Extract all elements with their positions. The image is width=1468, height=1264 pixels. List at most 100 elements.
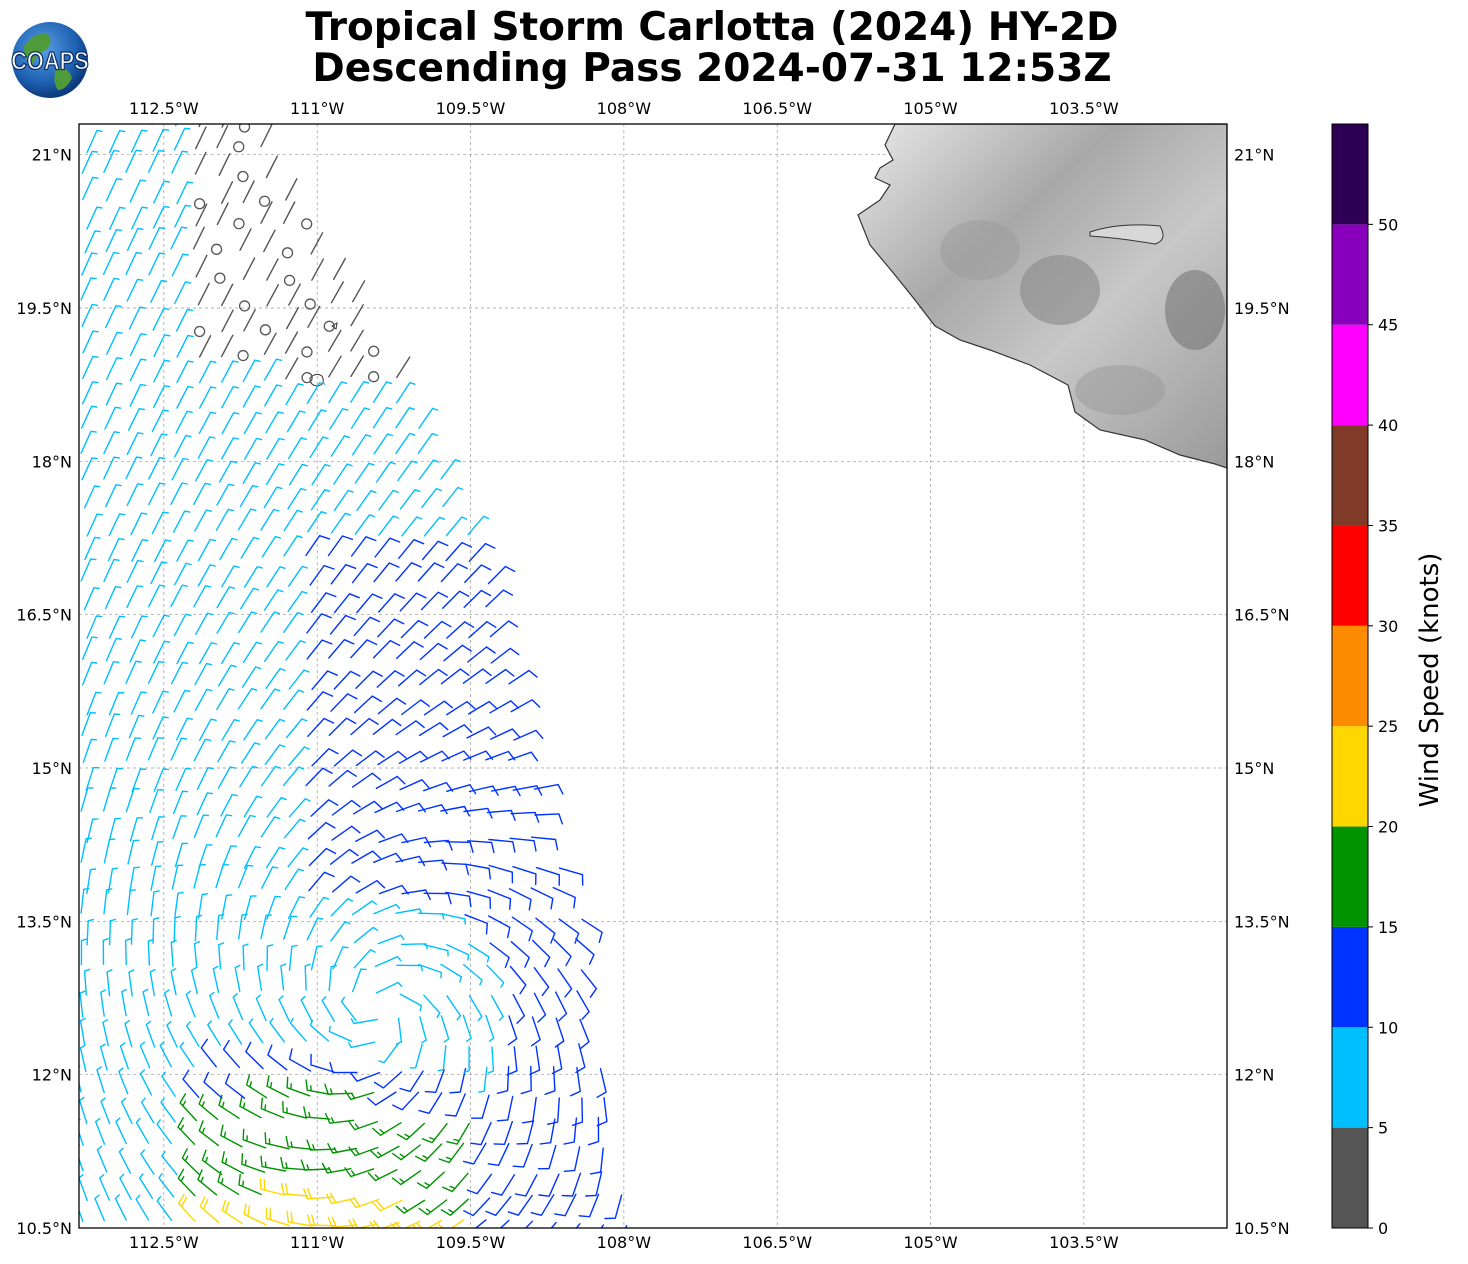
wind-barb [399, 993, 422, 1012]
wind-barb [440, 563, 468, 583]
wind-barb [103, 838, 116, 864]
wind-barb [263, 332, 277, 355]
wind-barb [377, 750, 407, 766]
wind-barb [198, 844, 213, 869]
wind-barb [485, 668, 515, 684]
wind-barb [245, 1074, 268, 1099]
wind-barb [209, 991, 220, 1019]
wind-barb [434, 1219, 465, 1228]
wind-barb [194, 151, 207, 175]
wind-barb [418, 407, 439, 429]
wind-barb [576, 990, 590, 1020]
lat-tick-label-right: 19.5°N [1234, 299, 1290, 318]
wind-barb [108, 130, 126, 154]
wind-barb [99, 1174, 111, 1201]
wind-barb [352, 968, 367, 993]
wind-barb [396, 1122, 425, 1141]
wind-barb [198, 124, 202, 128]
wind-barb [242, 180, 255, 204]
wind-barb [197, 564, 216, 587]
lon-tick-label-top: 103.5°W [1049, 99, 1119, 118]
calm-circle [258, 195, 271, 207]
wind-barb [260, 816, 281, 838]
wind-barb [311, 748, 339, 767]
wind-barb [148, 226, 166, 250]
calm-circle [281, 247, 294, 259]
lat-tick-label-left: 13.5°N [16, 912, 72, 931]
wind-barb [286, 306, 299, 330]
wind-barb [228, 1019, 243, 1045]
wind-barb [80, 787, 94, 812]
wind-barb [464, 863, 491, 880]
wind-barb [105, 305, 122, 329]
wind-barb [260, 124, 273, 148]
wind-barb [310, 232, 324, 255]
wind-barb [150, 561, 168, 585]
wind-barb [376, 670, 405, 688]
wind-barb [442, 1172, 469, 1193]
wind-barb [264, 1132, 290, 1150]
wind-barb [419, 1016, 427, 1044]
wind-barb [82, 355, 99, 379]
wind-barb [240, 587, 260, 610]
wind-barb [417, 432, 438, 454]
wind-barb [563, 1117, 578, 1145]
wind-barb [130, 918, 138, 945]
wind-barb [347, 1120, 379, 1131]
wind-barb [174, 562, 192, 586]
wind-barb [400, 619, 429, 639]
calm-circle [210, 243, 223, 255]
calm-circle [283, 274, 296, 287]
wind-barb [185, 990, 196, 1018]
wind-barb [174, 434, 192, 458]
wind-barb [356, 593, 383, 614]
wind-barb [463, 1046, 470, 1073]
wind-barb [81, 712, 97, 736]
wind-barb [331, 825, 361, 841]
wind-barb [260, 611, 280, 633]
wind-barb [324, 1083, 353, 1095]
wind-barb [81, 303, 98, 328]
wind-barb [153, 539, 172, 563]
wind-barb [466, 1173, 493, 1195]
wind-barb [440, 963, 462, 983]
wind-barb [105, 100, 120, 122]
wind-barb [462, 1142, 487, 1165]
wind-barb [512, 993, 526, 1024]
wind-barb [463, 1197, 491, 1217]
wind-barb [224, 1073, 246, 1099]
wind-barb [535, 866, 560, 886]
wind-barb [164, 989, 173, 1017]
wind-barb [490, 994, 504, 1021]
wind-barb [417, 804, 448, 815]
wind-barb [148, 482, 166, 506]
calm-circle [193, 198, 206, 210]
wind-barb [340, 996, 357, 1022]
terrain-dark-3 [1075, 365, 1165, 415]
lat-tick-label-left: 12°N [32, 1066, 72, 1085]
wind-barb [352, 280, 366, 303]
wind-barb [551, 1044, 563, 1075]
wind-barb [105, 637, 122, 662]
wind-barb [485, 1014, 495, 1042]
wind-barb [242, 641, 263, 664]
wind-barb [329, 614, 356, 635]
wind-barb [350, 355, 365, 378]
wind-barb [355, 750, 385, 767]
wind-barb [221, 386, 239, 409]
wind-barb [530, 836, 559, 851]
wind-barb [288, 463, 308, 486]
wind-barb [372, 639, 401, 659]
wind-barb [283, 915, 298, 940]
wind-barb [555, 991, 568, 1022]
wind-barb [378, 515, 399, 536]
wind-barb [470, 1122, 492, 1146]
wind-barb [161, 1071, 176, 1097]
wind-barb [149, 789, 164, 813]
wind-barb [489, 942, 510, 969]
wind-barb [166, 1021, 178, 1048]
wind-barb [487, 1046, 495, 1074]
wind-barb [485, 1196, 512, 1216]
wind-barb [80, 277, 97, 301]
wind-barb [423, 892, 452, 905]
